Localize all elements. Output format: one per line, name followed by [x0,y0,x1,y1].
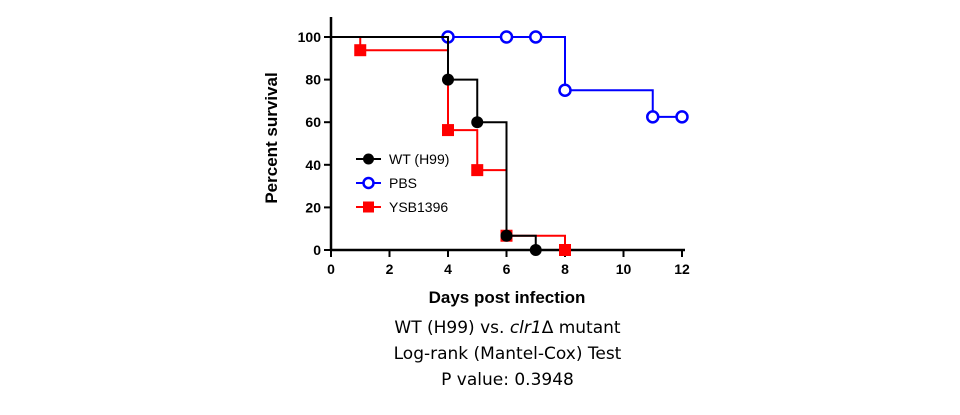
wt-h99-line [331,36,537,250]
pbs-marker [646,110,660,124]
y-tick-label: 0 [313,242,321,258]
pbs-line [331,36,682,118]
ysb1396-marker [559,244,571,256]
wt-h99-marker [442,73,454,86]
y-tick-label: 60 [305,114,321,130]
survival-chart: 0 20 40 60 80 100 0 2 4 6 8 10 12 WT (H99) PBS YSB1396… [262,17,690,307]
wt-h99-series [331,36,542,256]
pbs-marker [529,30,543,44]
y-tick-label: 80 [305,72,321,88]
y-tick-label: 100 [298,29,322,45]
legend-item-pbs: PBS [356,175,417,191]
x-axis-label: Days post infection [429,288,586,307]
series-layer [331,30,689,256]
wt-h99-marker [363,153,374,165]
y-tick-label: 40 [305,157,321,173]
x-tick-label: 0 [327,261,335,277]
legend-label: PBS [389,175,417,191]
caption-line-1: WT (H99) vs. clr1Δ mutant [394,318,621,338]
x-tick-label: 6 [503,261,511,277]
pbs-marker [558,83,572,97]
legend-label: WT (H99) [389,151,449,167]
y-axis-label: Percent survival [262,72,281,203]
pbs-series [331,30,689,124]
x-tick-label: 2 [386,261,394,277]
ysb1396-marker [354,44,367,57]
wt-h99-marker [500,229,513,242]
legend-item-wt-h99: WT (H99) [356,151,449,167]
ysb1396-marker [471,164,484,177]
y-tick-label: 20 [305,199,321,215]
legend-label: YSB1396 [389,199,448,215]
wt-h99-marker [529,244,542,256]
legend-item-ysb1396: YSB1396 [356,199,448,215]
x-tick-label: 4 [444,261,452,277]
x-tick-label: 8 [561,261,569,277]
legend: WT (H99) PBS YSB1396 [356,151,449,215]
ysb1396-marker [363,201,374,213]
pbs-marker [675,110,689,124]
caption-line-3: P value: 0.3948 [441,370,574,390]
wt-h99-marker [471,116,484,129]
x-tick-label: 12 [674,261,690,277]
ysb1396-marker [442,124,454,137]
pbs-marker [499,30,514,44]
ysb1396-series [331,36,571,256]
caption-line-2: Log-rank (Mantel-Cox) Test [393,344,622,364]
x-tick-label: 10 [616,261,632,277]
pbs-marker [362,176,375,190]
